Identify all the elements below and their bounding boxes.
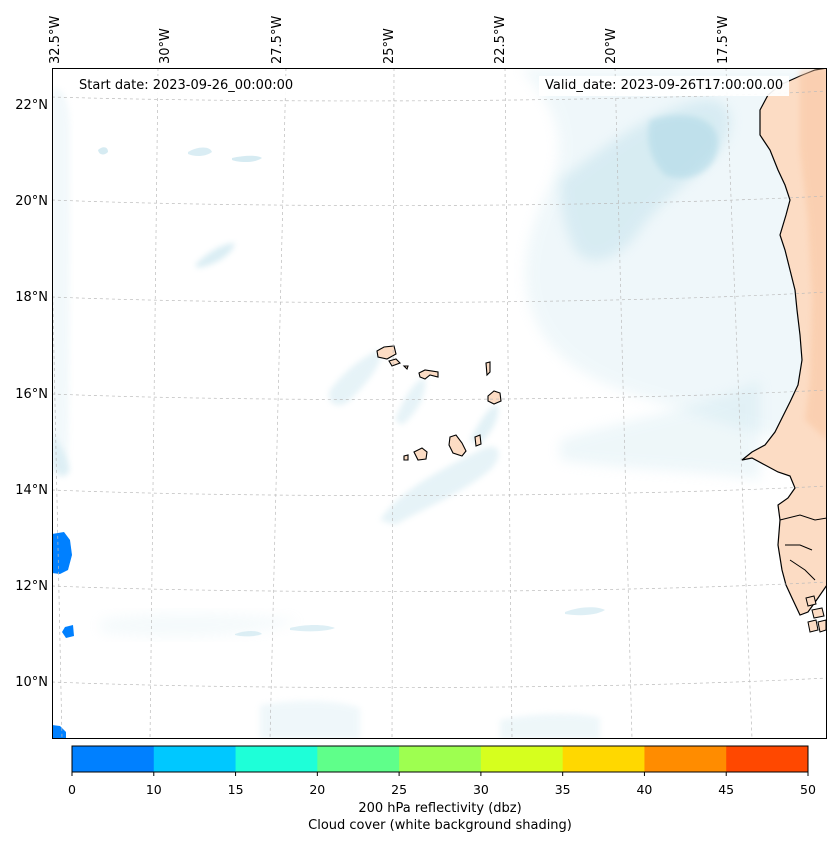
colorbar-tick-label: 0 xyxy=(68,782,76,797)
fogo xyxy=(413,447,428,461)
colorbar-segment xyxy=(562,746,645,772)
colorbar-segment xyxy=(480,746,564,772)
colorbar-tick-label: 20 xyxy=(309,782,326,797)
reflectivity-cell-3 xyxy=(52,725,66,739)
map-area[interactable] xyxy=(48,68,827,739)
maio xyxy=(474,434,482,447)
reflectivity-cell-1 xyxy=(52,532,72,574)
sao-nicolau xyxy=(418,369,439,380)
lat-label-18n: 18°N xyxy=(15,290,48,305)
gridlines xyxy=(52,68,827,739)
coast-rivers xyxy=(779,514,827,581)
colorbar-tick-marks xyxy=(71,772,809,776)
lat-label-22n: 22°N xyxy=(15,98,48,113)
reflectivity-cell-2 xyxy=(62,625,74,638)
start-date-label: Start date: 2023-09-26_00:00:00 xyxy=(73,76,300,96)
valid-date-label: Valid_date: 2023-09-26T17:00:00.00 xyxy=(539,76,790,96)
colorbar-tick-label: 25 xyxy=(391,782,408,797)
africa-landmass xyxy=(741,68,827,616)
colorbar-tick-label: 50 xyxy=(800,782,816,797)
lon-label-20w: 20°W xyxy=(604,28,619,64)
bijagos-islands xyxy=(805,595,827,633)
lon-label-30w: 30°W xyxy=(158,28,173,64)
lon-label-25w: 25°W xyxy=(382,28,397,64)
colorbar-tick-label: 30 xyxy=(472,782,489,797)
colorbar-segments xyxy=(72,746,809,772)
lon-label-27-5w: 27.5°W xyxy=(270,15,285,64)
sal xyxy=(485,361,491,377)
santiago xyxy=(448,434,467,457)
colorbar-segment xyxy=(317,746,400,772)
colorbar-segment xyxy=(726,746,809,772)
colorbar-segment xyxy=(399,746,482,772)
lat-label-12n: 12°N xyxy=(15,579,48,594)
santo-antao xyxy=(376,345,397,360)
colorbar-sublabel: Cloud cover (white background shading) xyxy=(308,818,572,833)
colorbar-tick-label: 35 xyxy=(554,782,571,797)
africa-inland-shading xyxy=(800,68,827,440)
lat-label-16n: 16°N xyxy=(15,387,48,402)
brava xyxy=(403,454,409,461)
boa-vista xyxy=(487,390,502,405)
colorbar-segment xyxy=(235,746,318,772)
colorbar-segment xyxy=(153,746,237,772)
lat-label-20n: 20°N xyxy=(15,194,48,209)
colorbar xyxy=(71,745,809,776)
reflectivity-cells xyxy=(52,532,74,739)
cloud-cover xyxy=(52,68,827,739)
colorbar-tick-label: 15 xyxy=(227,782,244,797)
colorbar-tick-label: 10 xyxy=(145,782,162,797)
sao-vicente xyxy=(388,358,401,367)
colorbar-label: 200 hPa reflectivity (dbz) xyxy=(358,801,522,816)
colorbar-segment xyxy=(644,746,727,772)
cape-verde-islands xyxy=(376,345,502,461)
lat-label-10n: 10°N xyxy=(15,675,48,690)
colorbar-segment xyxy=(72,746,155,772)
lon-label-32-5w: 32.5°W xyxy=(48,15,63,64)
colorbar-tick-label: 40 xyxy=(636,782,653,797)
lon-label-17-5w: 17.5°W xyxy=(716,15,731,64)
lat-label-14n: 14°N xyxy=(15,483,48,498)
colorbar-tick-label: 45 xyxy=(718,782,735,797)
lon-label-22-5w: 22.5°W xyxy=(493,15,508,64)
santa-luzia xyxy=(402,365,409,371)
